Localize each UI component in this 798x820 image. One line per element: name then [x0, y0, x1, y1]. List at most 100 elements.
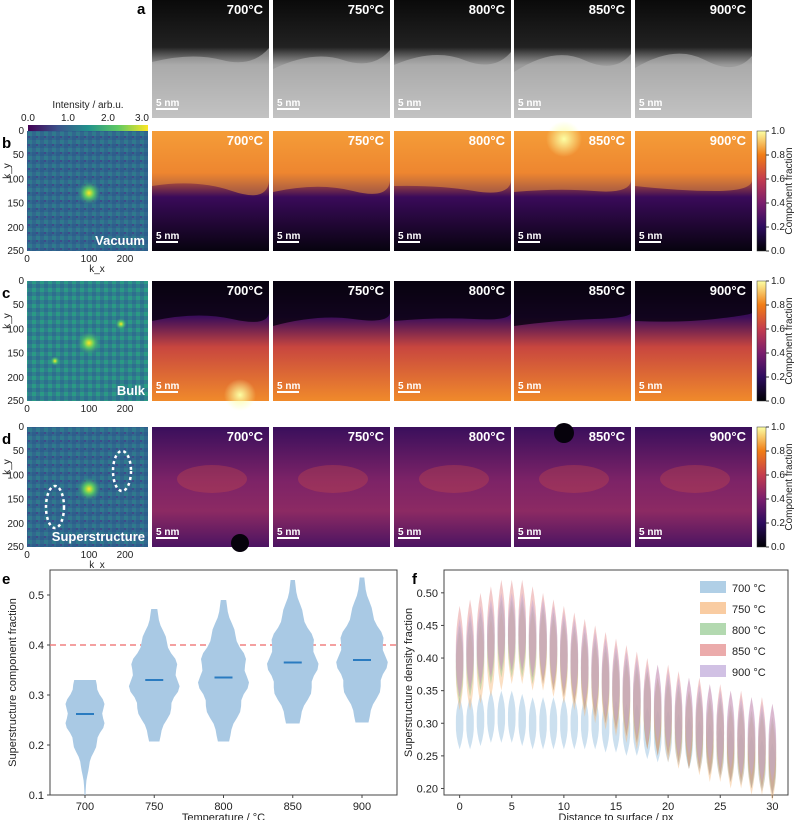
violin-850-5 — [507, 579, 516, 672]
violin-800-4 — [497, 599, 506, 678]
violin-800-5 — [507, 599, 516, 678]
superstructure-band — [177, 465, 247, 493]
y-tick-label: 0.2 — [29, 740, 44, 752]
violin-800-27 — [737, 703, 745, 782]
vacuum-region — [394, 131, 511, 193]
panel-label-b: b — [2, 135, 11, 152]
violin-900-9 — [549, 605, 558, 685]
violin-750-22 — [685, 690, 693, 769]
violin-700-27 — [737, 733, 745, 786]
component-colorbar — [756, 280, 767, 402]
violin-850-27 — [737, 690, 745, 782]
y-tick-label: 0.35 — [417, 686, 438, 698]
violin-750-5 — [507, 605, 516, 685]
colorbar-tick: 0.6 — [771, 470, 785, 481]
violin-750-30 — [768, 723, 777, 802]
x-tick-label: 850 — [284, 801, 302, 813]
violin-800-19 — [653, 677, 662, 756]
x-tick-label: 25 — [714, 801, 726, 813]
violin-800-17 — [633, 664, 641, 743]
violin-700-22 — [685, 716, 693, 769]
violin-850-6 — [518, 579, 526, 672]
violin-800-23 — [695, 690, 704, 769]
fft-y-tick: 50 — [13, 150, 25, 161]
scale-bar-label: 5 nm — [639, 527, 662, 538]
fft-y-label: k_y — [2, 313, 13, 329]
violin-700 — [65, 680, 105, 795]
x-axis-label: Distance to surface / px — [559, 812, 674, 820]
fft-x-label: k_x — [89, 560, 105, 571]
component-colorbar — [756, 130, 767, 252]
violin-800-16 — [622, 658, 631, 737]
temperature-label: 750°C — [348, 283, 385, 298]
violin-800-22 — [685, 690, 693, 769]
component-map — [273, 427, 390, 547]
fft-x-tick: 200 — [117, 404, 134, 415]
hot-spot — [546, 121, 582, 157]
violin-700-7 — [528, 697, 537, 750]
y-tick-label: 0.4 — [29, 640, 44, 652]
violin-900-27 — [737, 697, 745, 776]
component-map — [152, 427, 269, 547]
violin-900-10 — [560, 612, 568, 691]
x-tick-label: 0 — [457, 801, 463, 813]
crystal-region — [514, 54, 631, 118]
hot-spot — [224, 379, 256, 411]
violin-800-25 — [716, 697, 725, 776]
violin-900-4 — [497, 592, 506, 672]
violin-800-3 — [487, 605, 495, 685]
panel-label-d: d — [2, 431, 11, 448]
fft-y-tick: 200 — [7, 519, 24, 530]
colorbar-tick: 0.0 — [771, 542, 785, 553]
legend-swatch — [700, 644, 726, 656]
violin-850-28 — [747, 697, 756, 789]
fft-y-tick: 150 — [7, 199, 24, 210]
component-map — [635, 427, 752, 547]
fft-center-spot — [77, 331, 101, 355]
y-axis-label: Superstructure component fraction — [7, 598, 19, 767]
violin-900-22 — [685, 677, 693, 756]
component-map — [394, 427, 511, 547]
colorbar-tick: 0.0 — [771, 246, 785, 257]
component-name: Bulk — [117, 383, 146, 398]
violin-750-9 — [549, 618, 558, 698]
violin-800-20 — [664, 677, 672, 756]
y-tick-label: 0.1 — [29, 790, 44, 802]
temperature-label: 800°C — [469, 283, 506, 298]
colorbar-tick: 0.6 — [771, 324, 785, 335]
violin-800-10 — [560, 618, 568, 698]
violin-800-11 — [570, 625, 579, 704]
violin-900-18 — [643, 664, 652, 743]
violin-700-13 — [591, 697, 599, 750]
scale-bar-label: 5 nm — [518, 231, 541, 242]
scale-bar-label: 5 nm — [398, 381, 421, 392]
violin-900-3 — [487, 599, 495, 678]
legend-label: 900 °C — [732, 667, 766, 679]
fft-x-tick: 100 — [81, 254, 98, 265]
fft-y-tick: 0 — [18, 422, 24, 433]
scale-bar-label: 5 nm — [277, 527, 300, 538]
scale-bar-label: 5 nm — [156, 527, 179, 538]
violin-850-8 — [539, 592, 547, 685]
violin-850-13 — [591, 625, 599, 717]
violin-700-24 — [706, 723, 714, 776]
scale-bar-label: 5 nm — [518, 98, 541, 109]
violin-850-19 — [653, 664, 662, 756]
colorbar-label: Component fraction — [784, 147, 795, 234]
violin-700-21 — [674, 713, 683, 766]
violin-800-1 — [466, 618, 474, 698]
colorbar-tick: 0.6 — [771, 174, 785, 185]
violin-850-12 — [580, 618, 589, 711]
violin-700-12 — [580, 697, 589, 750]
violin-900-13 — [591, 631, 599, 711]
violin-700-16 — [622, 703, 631, 756]
violin-800-0 — [455, 625, 464, 704]
panel-label-e: e — [2, 571, 10, 588]
violin-700-9 — [549, 697, 558, 750]
violin-750-18 — [643, 671, 652, 750]
violin-850-21 — [674, 671, 683, 763]
colorbar-tick: 0.4 — [771, 494, 785, 505]
violin-750-1 — [466, 631, 474, 711]
scale-bar-label: 5 nm — [639, 231, 662, 242]
violin-850-26 — [726, 690, 735, 782]
